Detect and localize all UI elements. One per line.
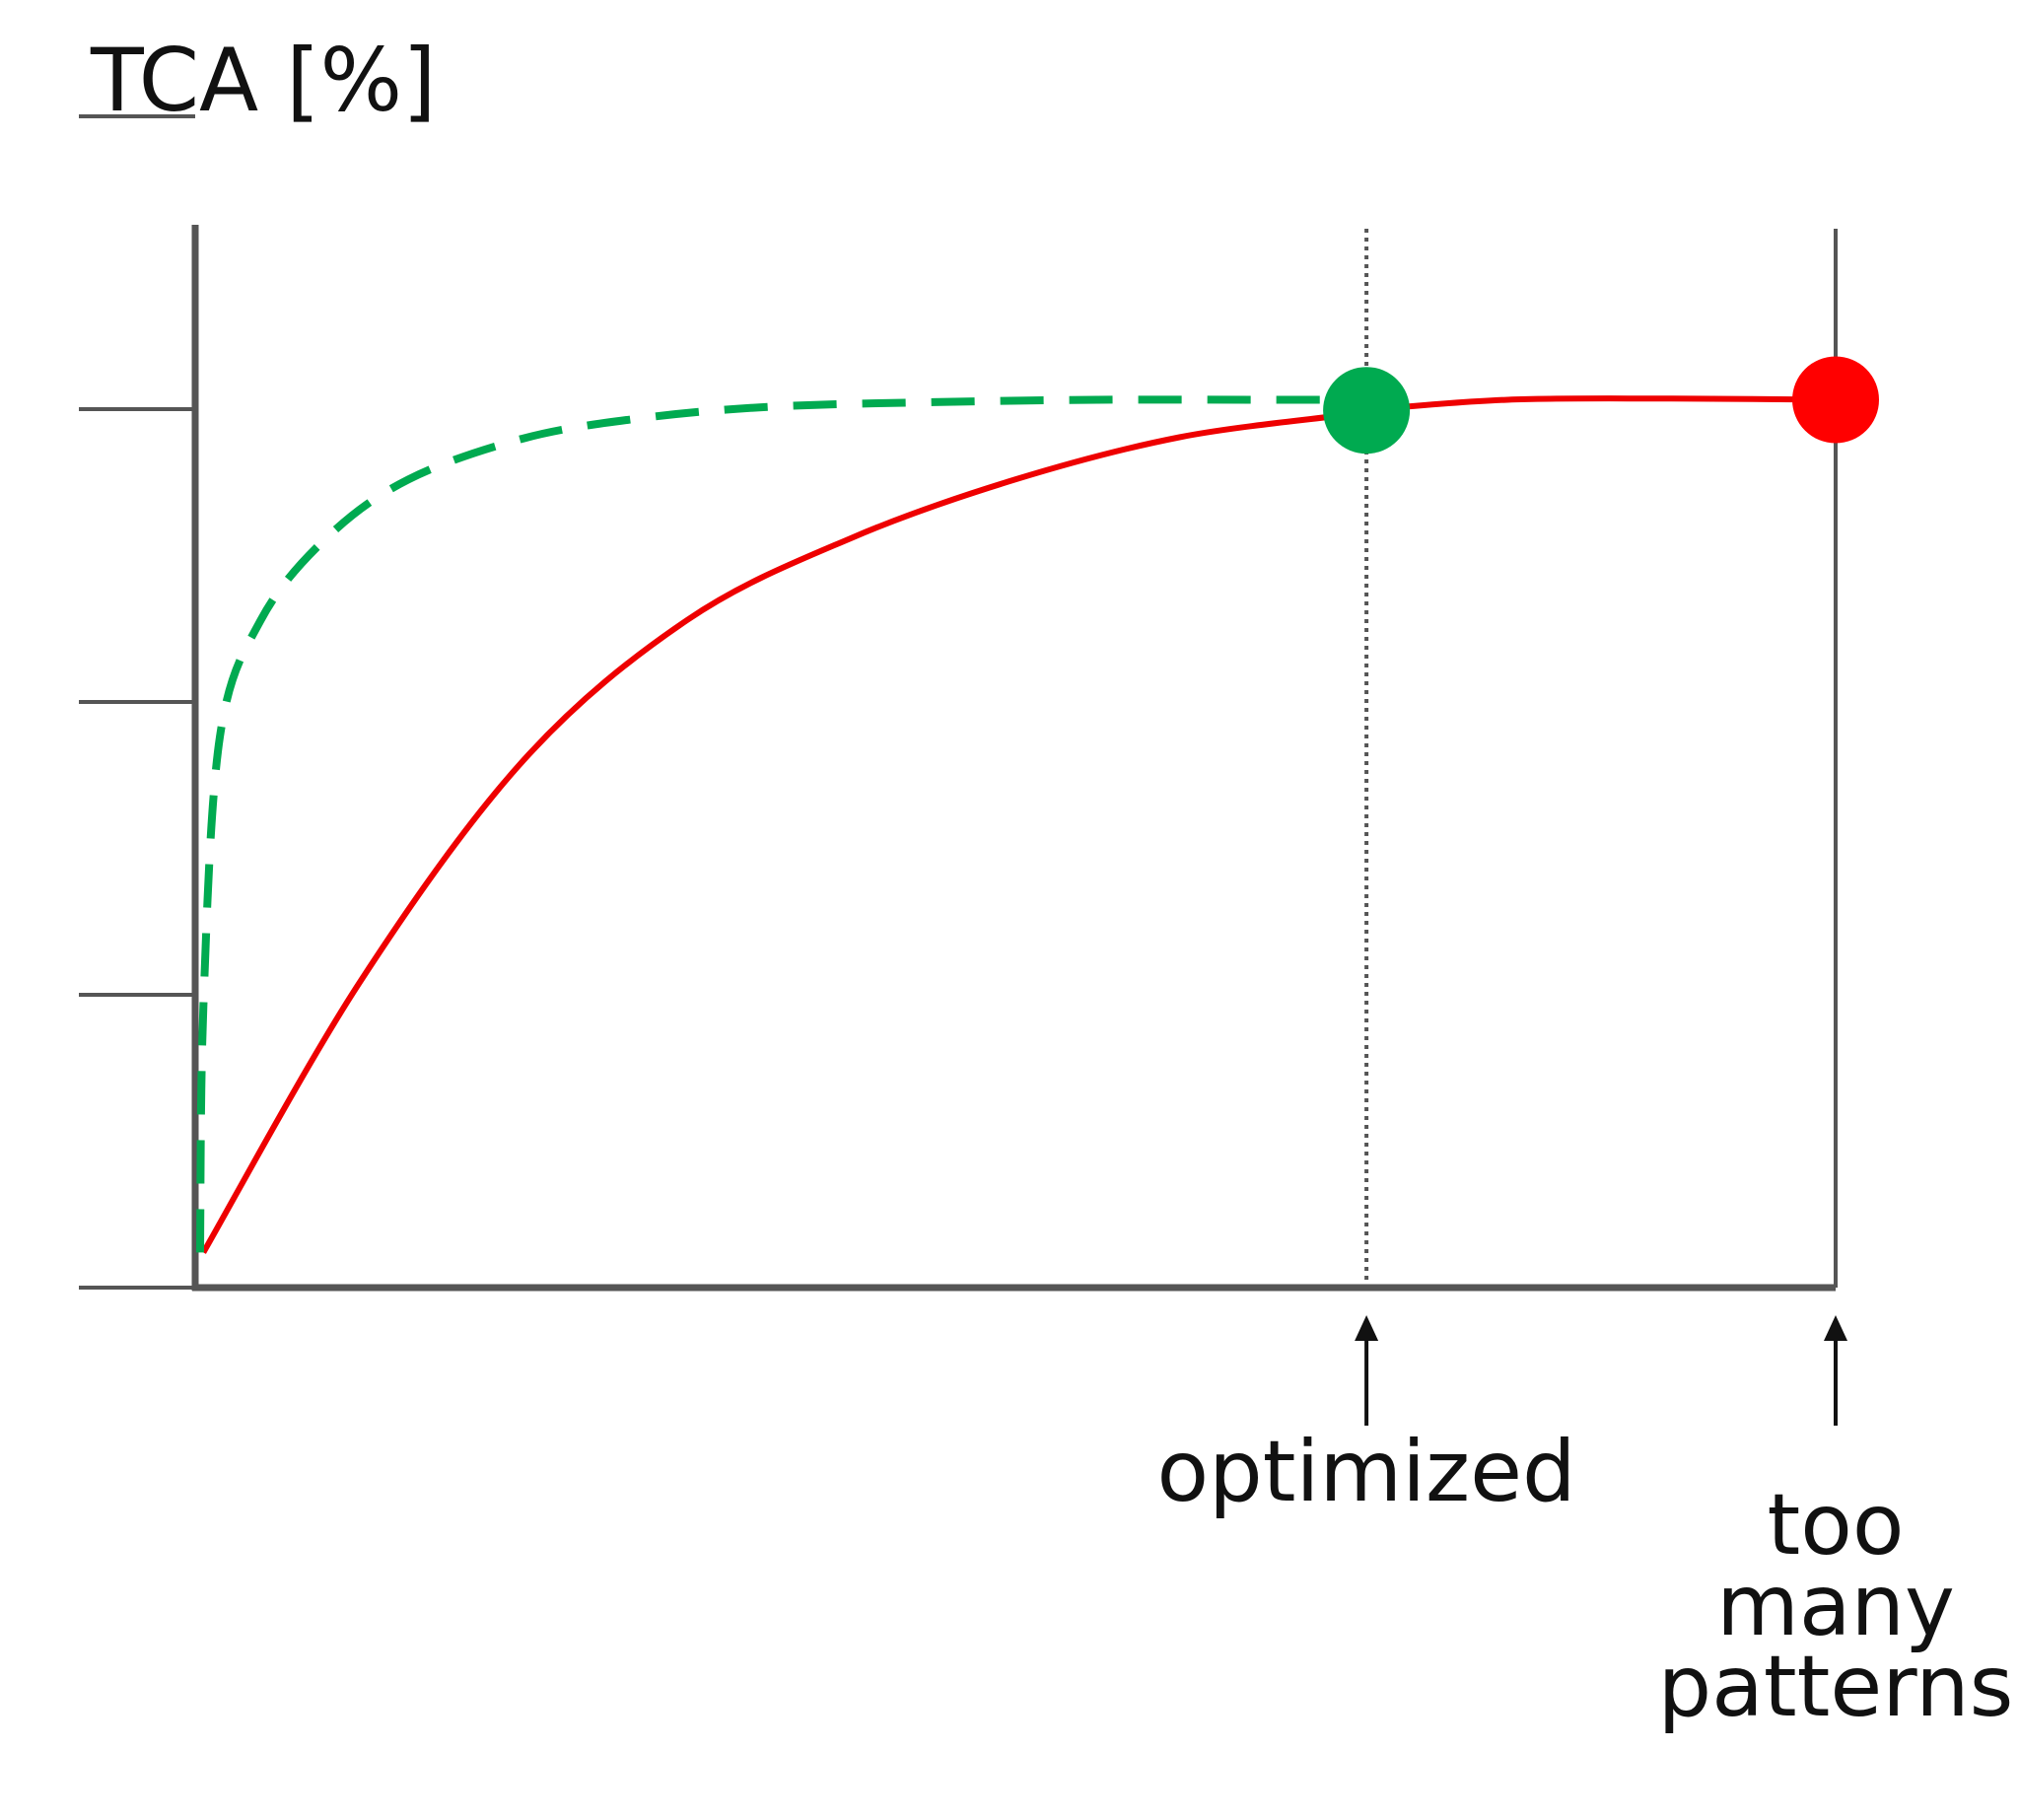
y-axis-label: TCA [%] xyxy=(90,30,437,131)
annotation-0: optimized xyxy=(1157,1315,1576,1521)
arrow-up-icon xyxy=(1355,1315,1379,1341)
axes xyxy=(191,225,1836,1292)
annotation-1: too many patterns xyxy=(1658,1315,2014,1736)
series-line-1 xyxy=(196,395,1367,1253)
annotation-label: optimized xyxy=(1157,1423,1576,1521)
arrow-up-icon xyxy=(1824,1315,1847,1341)
reference-lines xyxy=(1364,229,1838,1288)
point-marker-0 xyxy=(1323,367,1411,455)
point-marker-1 xyxy=(1792,356,1879,444)
series-lines xyxy=(196,395,1837,1254)
series-line-0 xyxy=(200,395,1837,1254)
y-ticks xyxy=(79,114,195,1290)
annotation-label: too many patterns xyxy=(1658,1476,2014,1736)
markers xyxy=(1323,356,1879,455)
annotations: optimized too many patterns xyxy=(1157,1315,2014,1736)
